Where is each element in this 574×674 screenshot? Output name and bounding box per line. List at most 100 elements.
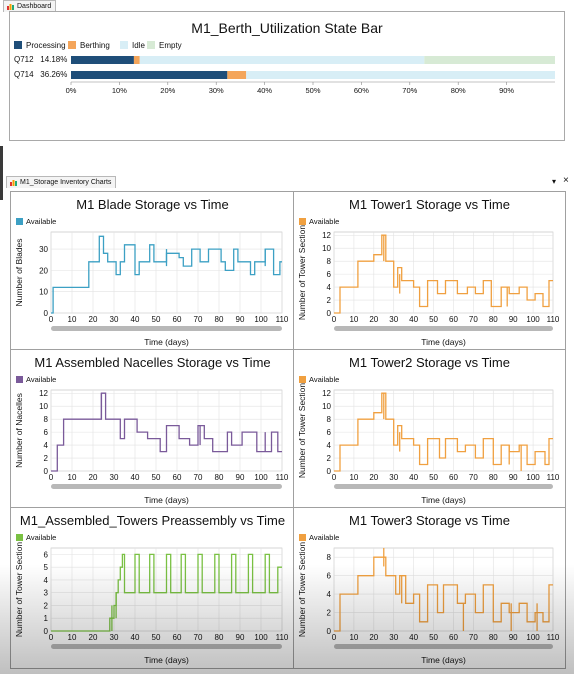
y-tick-label: 2 [327,296,332,305]
x-tick-label: 90 [236,633,245,642]
x-tick-label: 110 [547,473,560,482]
tab-dashboard-label: Dashboard [17,3,52,10]
y-tick-label: 4 [44,576,49,585]
state-segment-berthing [227,71,247,79]
plot-area [50,231,283,314]
legend-item-idle: Idle [120,41,145,50]
chart-svg-blade: M1 Blade Storage vs Time Available 0 10 20 30… [14,197,289,347]
legend-label: Empty [159,41,182,50]
state-tick-label: 10% [112,86,127,95]
chart-title: M1 Blade Storage vs Time [76,197,228,212]
chart-title: M1 Tower2 Storage vs Time [349,355,510,370]
legend-swatch [16,376,23,383]
chart-title: M1 Tower3 Storage vs Time [349,513,510,528]
y-tick-label: 6 [44,428,49,437]
y-tick-label: 0 [327,467,332,476]
x-tick-label: 80 [215,315,224,324]
state-tick-label: 60% [354,86,369,95]
x-tick-label: 10 [68,633,77,642]
state-segment-processing [71,71,228,79]
state-tick-label: 20% [160,86,175,95]
x-tick-label: 80 [489,473,498,482]
chevron-down-icon[interactable]: ▾ [552,177,557,186]
x-tick-label: 10 [68,315,77,324]
state-tick-label: 70% [402,86,417,95]
x-tick-label: 20 [369,315,378,324]
x-tick-label: 60 [449,473,458,482]
y-tick-label: 4 [327,590,332,599]
series-line [334,556,553,632]
y-tick-label: 12 [39,389,48,398]
x-axis-label: Time (days) [144,495,189,505]
x-tick-label: 10 [349,473,358,482]
chart-tab-icon [10,180,17,186]
legend-label: Available [26,375,56,384]
x-tick-label: 80 [489,633,498,642]
x-tick-label: 10 [68,473,77,482]
x-tick-label: 50 [152,633,161,642]
tab-dashboard[interactable]: Dashboard [3,0,57,12]
state-bar-plot: 0% 10% 20% 30% 40% 50% 60% 70% 80% 90% [66,56,555,95]
plot-area [333,231,554,314]
state-tick-label: 30% [209,86,224,95]
legend-swatch [147,41,155,49]
tab-storage-label: M1_Storage Inventory Charts [20,179,112,186]
state-row-label: Q712 14.18% [14,55,68,64]
x-tick-label: 50 [152,315,161,324]
y-tick-label: 6 [327,270,332,279]
legend-label: Available [26,533,56,542]
close-icon[interactable]: × [563,175,569,186]
x-tick-label: 20 [369,473,378,482]
x-tick-label: 110 [276,633,289,642]
x-tick-label: 0 [49,315,54,324]
y-axis-label: Number of Blades [14,238,24,306]
x-tick-label: 20 [89,473,98,482]
x-tick-label: 40 [409,315,418,324]
chart-title: M1 Assembled Nacelles Storage vs Time [34,355,270,370]
x-tick-label: 60 [173,633,182,642]
y-tick-label: 2 [327,609,332,618]
legend-swatch [16,218,23,225]
legend-label: Available [309,375,339,384]
y-tick-label: 10 [39,288,48,297]
y-tick-label: 20 [39,266,48,275]
state-tick-label: 0% [66,86,77,95]
x-tick-label: 30 [110,633,119,642]
x-tick-label: 50 [429,633,438,642]
y-tick-label: 0 [44,627,49,636]
y-tick-label: 6 [327,428,332,437]
legend-label: Available [309,533,339,542]
x-tick-label: 30 [389,473,398,482]
state-tick-label: 90% [499,86,514,95]
tab-storage-inventory[interactable]: M1_Storage Inventory Charts [6,176,117,188]
y-tick-label: 8 [327,257,332,266]
series-line [51,235,282,314]
series-line [51,553,282,632]
y-axis-label: Number of Tower Section [297,225,307,321]
y-tick-label: 6 [327,572,332,581]
chart-scrollbar [334,326,553,331]
series-line [51,392,282,472]
y-tick-label: 0 [44,467,49,476]
x-tick-label: 80 [215,473,224,482]
x-tick-label: 20 [369,633,378,642]
chart-tower1: M1 Tower1 Storage vs Time Available 0 10 20 3… [293,191,566,351]
y-tick-label: 10 [322,244,331,253]
y-tick-label: 0 [327,309,332,318]
x-tick-label: 0 [332,473,337,482]
state-segment-idle [246,71,555,79]
x-tick-label: 40 [131,633,140,642]
y-tick-label: 1 [44,614,49,623]
x-tick-label: 70 [469,473,478,482]
chart-tower3: M1 Tower3 Storage vs Time Available 0 10 20 3… [293,507,566,669]
x-tick-label: 60 [449,633,458,642]
state-segment-empty [424,56,555,64]
x-tick-label: 40 [131,473,140,482]
x-tick-label: 10 [349,633,358,642]
x-tick-label: 70 [194,633,203,642]
state-segment-processing [71,56,134,64]
left-edge-strip [0,146,3,200]
chart-tower2: M1 Tower2 Storage vs Time Available 0 10 20 3… [293,349,566,509]
y-tick-label: 2 [327,454,332,463]
y-tick-label: 10 [322,402,331,411]
